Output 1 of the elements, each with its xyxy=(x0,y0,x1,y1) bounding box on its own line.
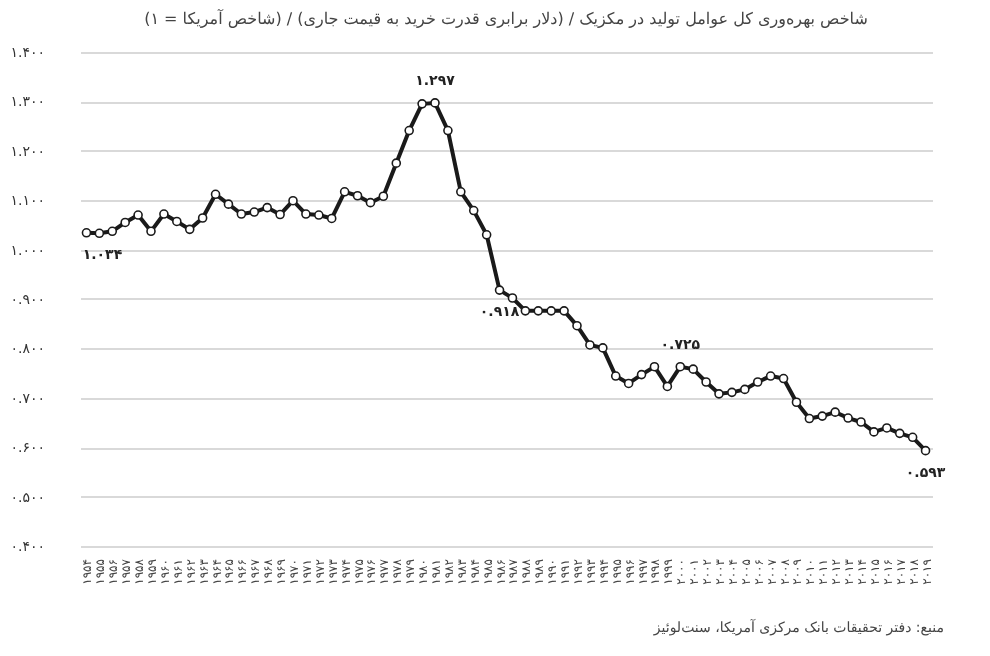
chart-title: شاخص بهره‌وری کل عوامل تولید در مکزیک / (دلار برابری قدرت خرید به قیمت جاری) / (شاخص آمریکا = ۱) xyxy=(144,8,869,28)
